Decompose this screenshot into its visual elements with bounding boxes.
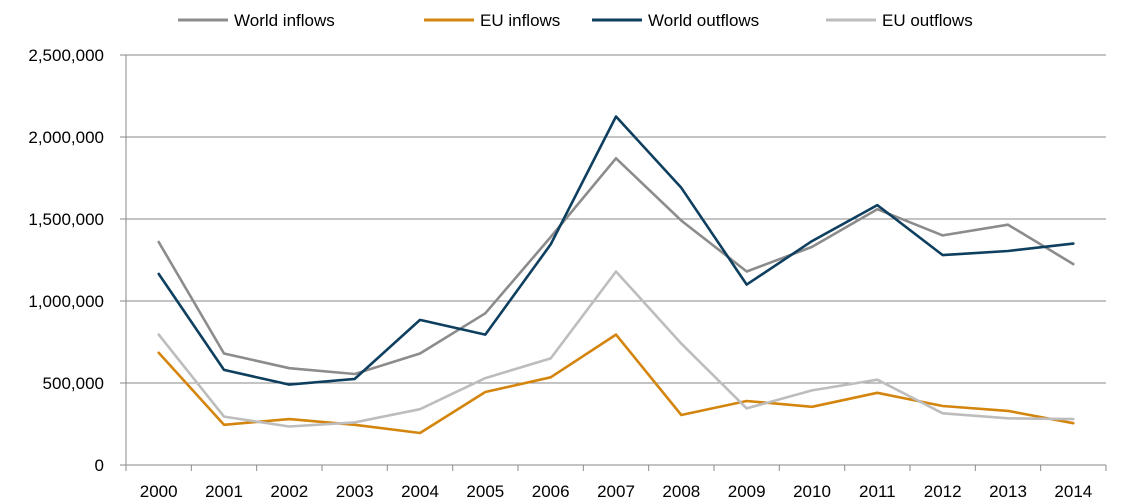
series-line-eu-outflows [157,270,1075,428]
x-tick-label: 2010 [793,482,831,501]
series-line-world-inflows [157,157,1075,376]
y-tick-label: 2,000,000 [28,128,104,147]
legend-item: World inflows [178,11,335,30]
x-tick-label: 2008 [662,482,700,501]
x-tick-label: 2001 [205,482,243,501]
y-tick-label: 1,500,000 [28,210,104,229]
x-tick-label: 2002 [270,482,308,501]
x-tick-label: 2000 [140,482,178,501]
x-tick-label: 2009 [728,482,766,501]
x-tick-label: 2011 [859,482,896,501]
x-tick-label: 2012 [924,482,962,501]
legend-label: World outflows [648,11,759,30]
x-tick-label: 2003 [336,482,374,501]
x-tick-label: 2007 [597,482,635,501]
legend-label: EU inflows [480,11,560,30]
legend-item: EU inflows [424,11,560,30]
series-lines [157,115,1075,435]
x-tick-label: 2004 [401,482,439,501]
x-tick-label: 2014 [1054,482,1092,501]
y-tick-label: 1,000,000 [28,292,104,311]
series-line-world-outflows [157,115,1075,386]
legend-item: World outflows [592,11,759,30]
gridlines [126,54,1106,384]
x-tick-label: 2005 [466,482,504,501]
y-tick-label: 0 [95,456,104,475]
x-tick-label: 2006 [532,482,570,501]
y-axis: 0 500,000 1,000,000 1,500,000 2,000,000 2,500… [28,46,127,475]
legend-label: World inflows [234,11,335,30]
legend-label: EU outflows [882,11,973,30]
y-tick-label: 2,500,000 [28,46,104,65]
x-tick-label: 2013 [989,482,1027,501]
y-tick-label: 500,000 [43,374,104,393]
x-axis: 2000 2001 2002 2003 2004 2005 2006 2007 2008 2009… [125,464,1107,501]
legend-item: EU outflows [826,11,973,30]
legend: World inflows EU inflows World outflows EU … [178,11,973,30]
